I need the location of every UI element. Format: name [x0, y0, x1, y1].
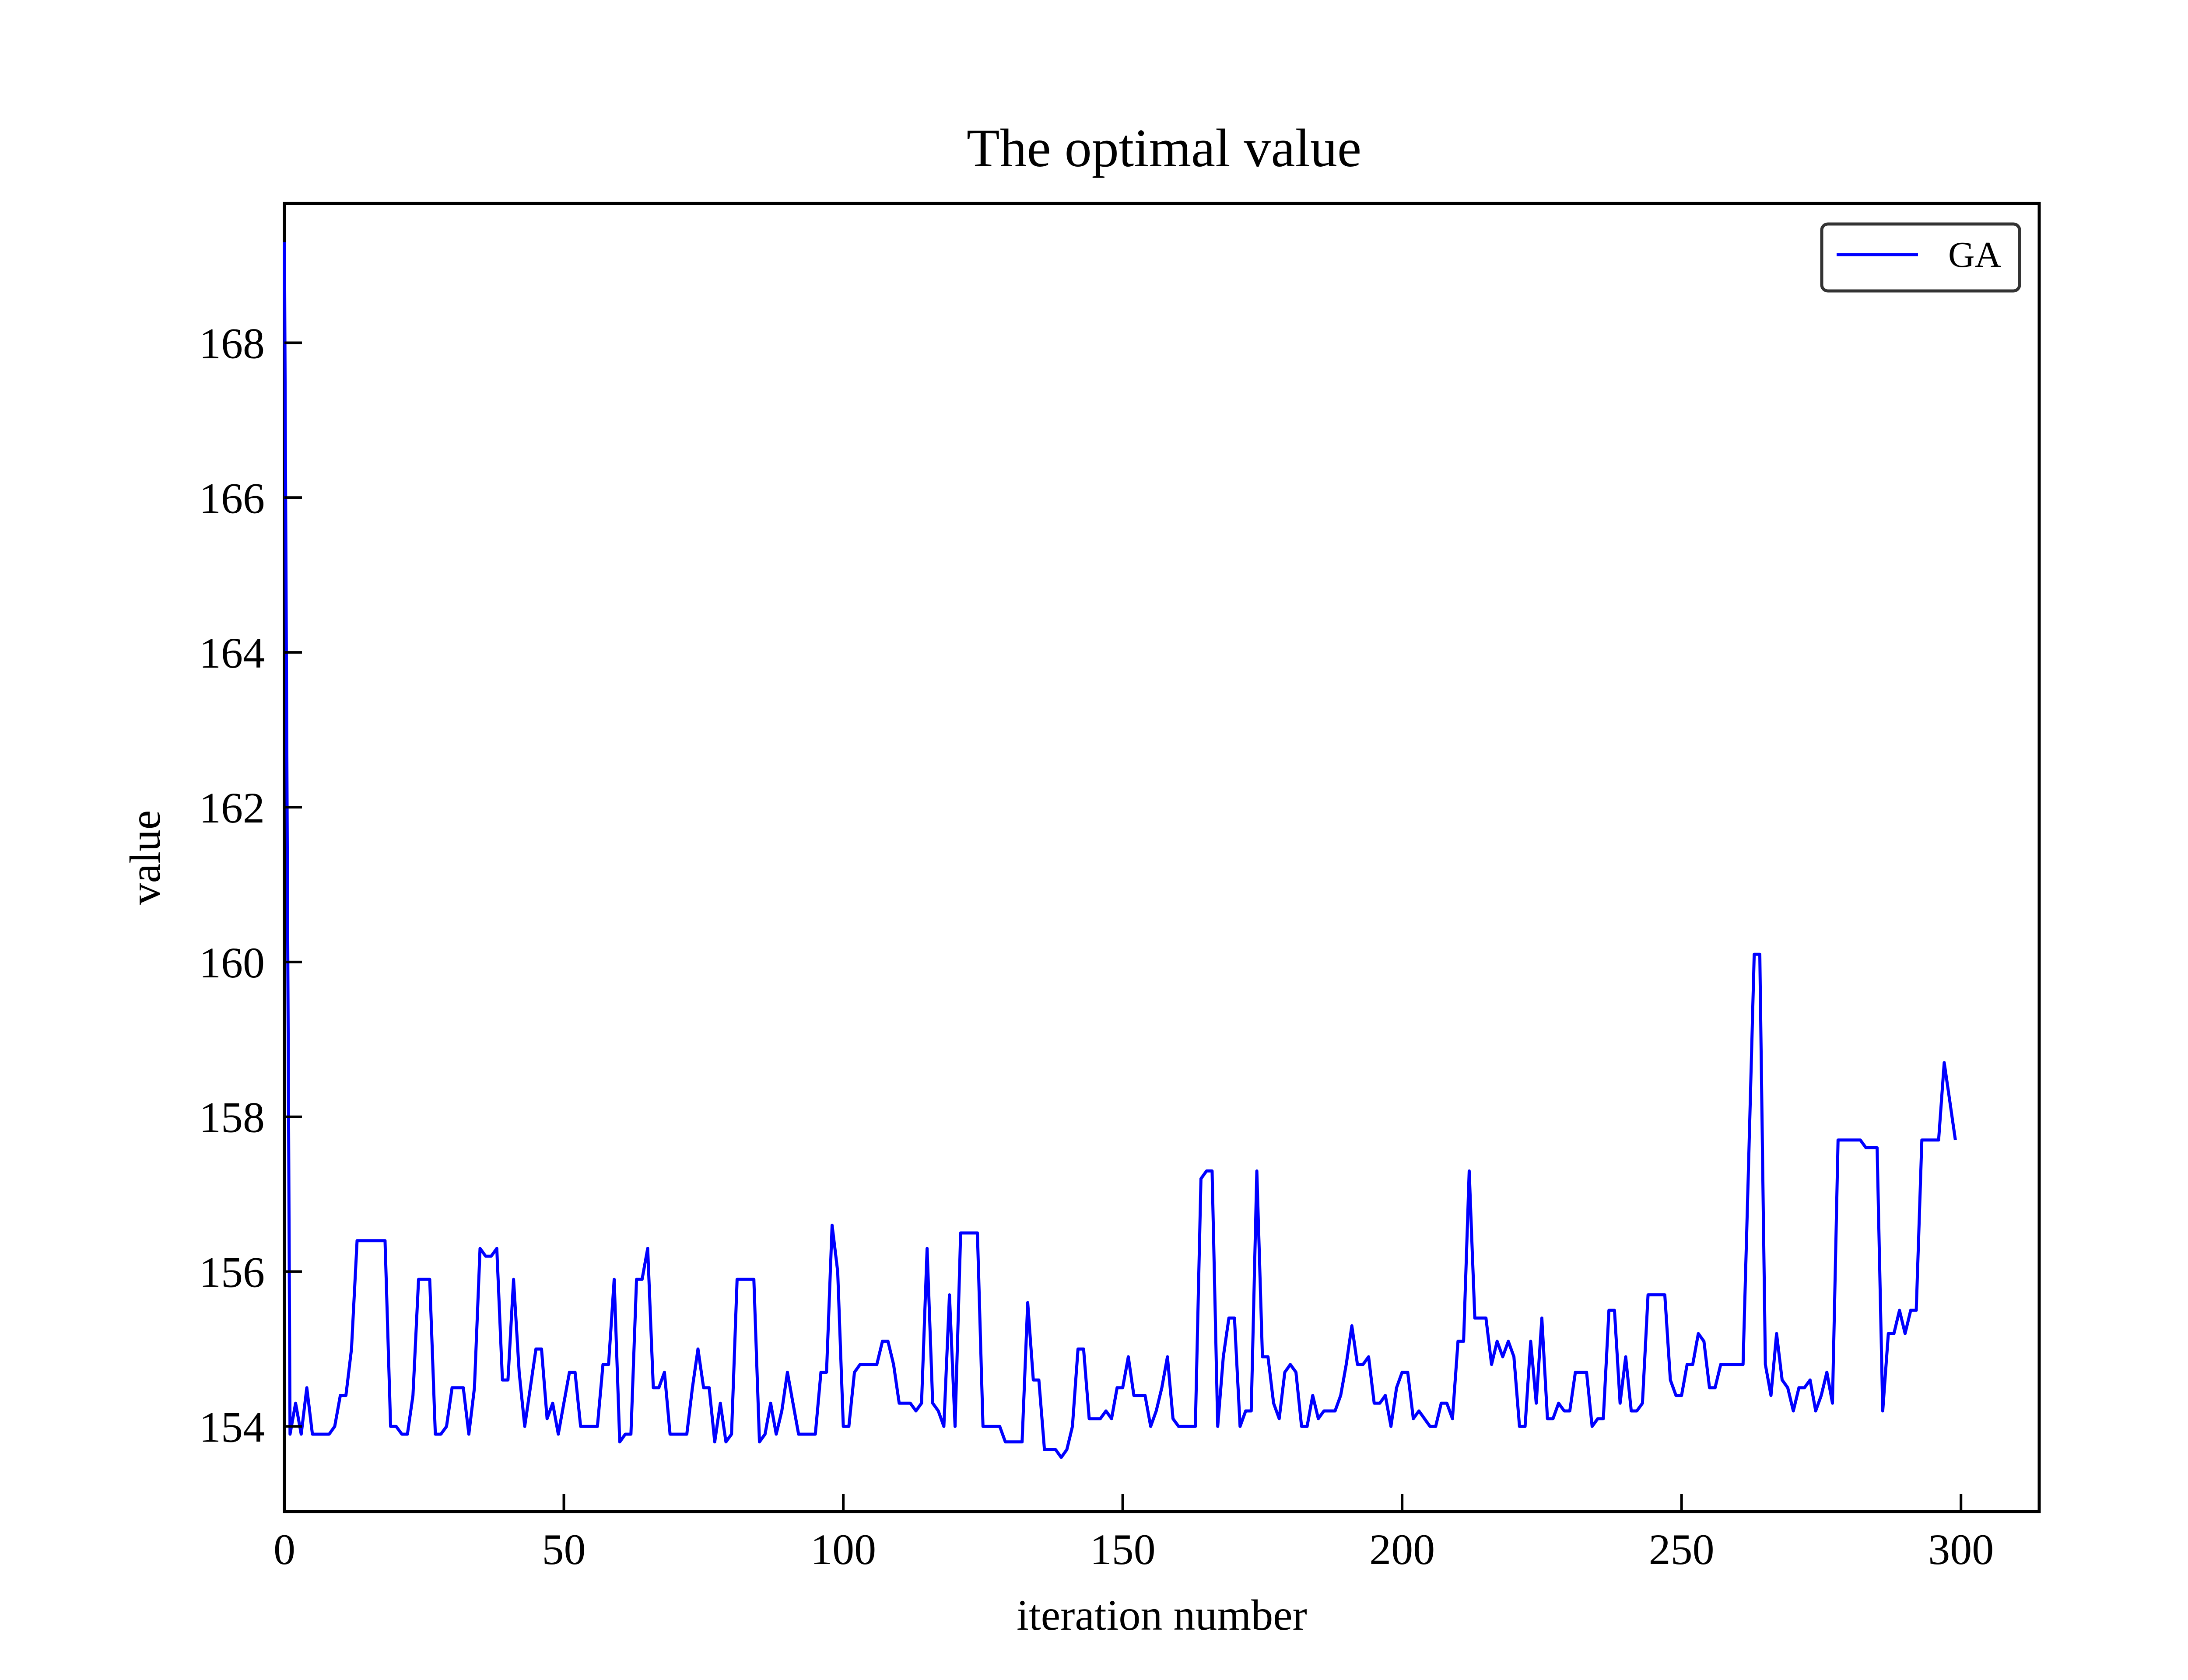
legend-label-ga: GA	[1948, 234, 2002, 275]
x-tick-label: 100	[810, 1525, 876, 1574]
y-tick-label: 160	[199, 938, 265, 987]
y-tick-label: 166	[199, 474, 265, 522]
x-tick-label: 0	[274, 1525, 295, 1574]
y-axis-ticks: 154 156 158 160 162 164 166 168	[199, 319, 302, 1451]
plot-area: 0 50 100 150 200 250 300 154 156 158 160 162 164 166…	[199, 202, 2041, 1574]
plot-frame	[283, 202, 2041, 1513]
x-tick-label: 200	[1369, 1525, 1435, 1574]
chart-title: The optimal value	[967, 118, 1361, 178]
x-tick-label: 300	[1928, 1525, 1994, 1574]
x-tick-label: 50	[542, 1525, 586, 1574]
x-axis-ticks: 0 50 100 150 200 250 300	[274, 1494, 1994, 1574]
x-axis-label: iteration number	[1017, 1591, 1307, 1639]
legend-box	[1820, 222, 2021, 293]
y-axis-label: value	[121, 810, 169, 905]
y-tick-label: 154	[199, 1403, 265, 1451]
y-tick-label: 164	[199, 629, 265, 677]
y-tick-label: 156	[199, 1248, 265, 1297]
y-tick-label: 162	[199, 784, 265, 832]
legend: GA	[1820, 222, 2021, 293]
y-tick-label: 168	[199, 319, 265, 368]
x-tick-label: 150	[1090, 1525, 1156, 1574]
series-line-ga	[283, 242, 1957, 1459]
x-tick-label: 250	[1649, 1525, 1715, 1574]
y-tick-label: 158	[199, 1093, 265, 1142]
